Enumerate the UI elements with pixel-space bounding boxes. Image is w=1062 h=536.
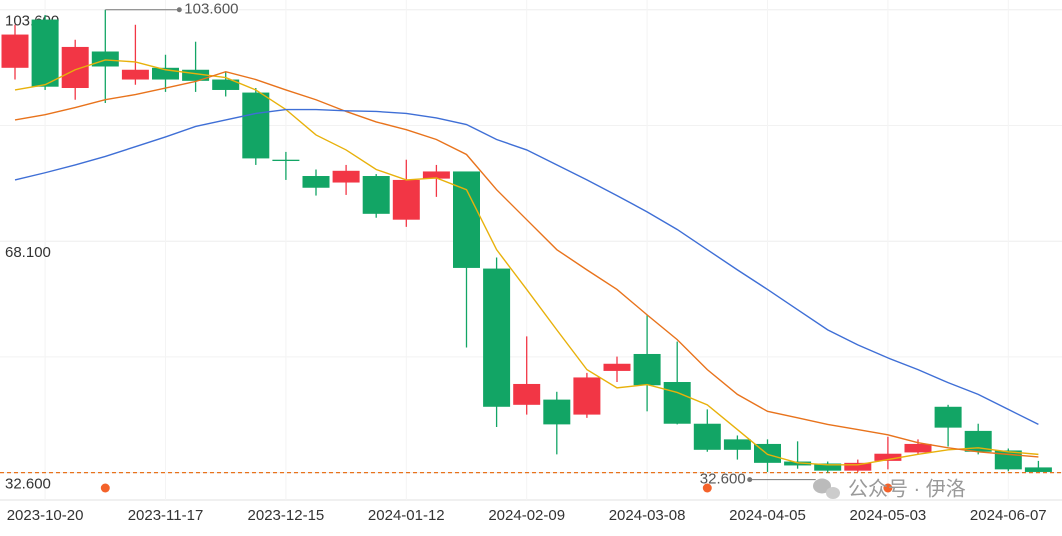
candle-body [61, 46, 89, 89]
candle-body [182, 69, 210, 81]
watermark: 公众号 · 伊洛 [813, 477, 966, 500]
candle-body [31, 19, 59, 87]
candle [964, 423, 992, 455]
candle-body [964, 430, 992, 452]
candle [31, 14, 59, 90]
candle [784, 441, 812, 469]
candle [392, 159, 420, 227]
candle-body [242, 92, 270, 159]
moving-average-line [14, 59, 1039, 466]
candle [573, 372, 601, 418]
x-tick-label: 2024-02-09 [488, 507, 565, 524]
candle-body [904, 443, 932, 453]
watermark-icon [826, 487, 840, 499]
candle [1024, 460, 1052, 472]
candle-body [814, 463, 842, 471]
candle [453, 171, 480, 348]
moving-average-line [14, 70, 1039, 458]
candle [513, 336, 541, 415]
candle-body [332, 170, 360, 183]
watermark-icon [813, 478, 831, 494]
candle-body [723, 439, 751, 450]
candle [693, 409, 721, 452]
candle-body [543, 399, 571, 425]
max-label: 103.600 [184, 1, 238, 18]
candle-body [362, 176, 390, 214]
min-label: 32.600 [700, 471, 746, 488]
candle-body [1, 34, 29, 68]
candle [121, 24, 149, 85]
candle [844, 459, 872, 472]
candle [814, 461, 842, 473]
candle [1, 24, 29, 80]
watermark-text: 公众号 · 伊洛 [848, 477, 966, 500]
candle-body [272, 159, 300, 162]
candle-body [453, 171, 480, 268]
moving-average-line [14, 108, 1039, 426]
candle [152, 54, 179, 92]
candle-body [663, 382, 691, 424]
x-tick-label: 2023-12-15 [248, 507, 325, 524]
max-pointer-dot [176, 7, 182, 13]
x-tick-label: 2024-04-05 [729, 507, 806, 524]
candle-body [633, 353, 661, 386]
candle-body [152, 67, 179, 80]
candle-body [844, 462, 872, 471]
candle [723, 435, 751, 460]
candle [91, 9, 119, 103]
candle [633, 314, 661, 412]
signal-marker [883, 483, 893, 493]
candle-body [1024, 467, 1052, 472]
candle-body [573, 377, 601, 415]
x-tick-label: 2024-03-08 [609, 507, 686, 524]
candle-body [874, 453, 902, 461]
x-tick-label: 2024-06-07 [970, 507, 1047, 524]
signal-marker [100, 483, 110, 493]
candle-body [693, 423, 721, 450]
min-pointer-dot [747, 477, 753, 483]
candle [543, 391, 571, 455]
candle [302, 169, 330, 196]
candle [874, 436, 902, 470]
candle [754, 439, 781, 472]
candle-body [513, 383, 541, 405]
signal-marker [702, 483, 712, 493]
candle [272, 151, 300, 180]
candle [483, 257, 511, 427]
candle [362, 174, 390, 218]
candle-body [483, 268, 511, 407]
x-tick-label: 2023-11-17 [128, 507, 204, 524]
x-tick-label: 2024-01-12 [368, 507, 445, 524]
candle [212, 71, 240, 97]
y-tick-label: 32.600 [5, 476, 51, 493]
candle-body [302, 176, 330, 188]
candle [182, 41, 210, 92]
candle [242, 88, 270, 165]
candle-body [91, 51, 119, 67]
candle [663, 341, 691, 425]
candle-body [392, 179, 420, 220]
candle [603, 356, 631, 383]
candle-body [212, 79, 240, 90]
candle-body [422, 171, 450, 179]
y-tick-label: 68.100 [5, 244, 51, 261]
x-tick-label: 2024-05-03 [850, 507, 927, 524]
candle [332, 164, 360, 195]
candle [904, 439, 932, 455]
candle [934, 404, 962, 447]
candle [422, 164, 450, 197]
x-tick-label: 2023-10-20 [7, 507, 84, 524]
candle-body [934, 406, 962, 428]
candle-body [121, 69, 149, 80]
candle-body [603, 363, 631, 371]
